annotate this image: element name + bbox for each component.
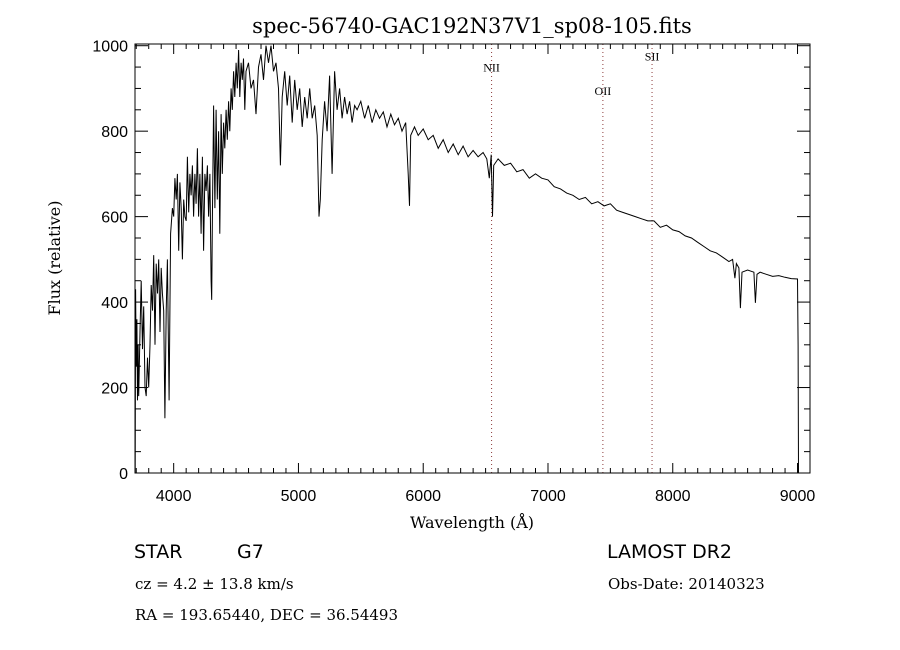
coords-text: RA = 193.65440, DEC = 36.54493 bbox=[135, 606, 398, 624]
x-tick-label: 4000 bbox=[156, 488, 192, 505]
subclass: G7 bbox=[237, 541, 264, 563]
obs-date-text: Obs-Date: 20140323 bbox=[608, 575, 765, 593]
chart-title: spec-56740-GAC192N37V1_sp08-105.fits bbox=[252, 14, 692, 38]
x-tick-label: 9000 bbox=[780, 488, 816, 505]
object-class: STAR bbox=[134, 541, 182, 563]
marker-label-sii: SII bbox=[645, 50, 660, 64]
y-tick-label: 800 bbox=[101, 124, 128, 141]
y-tick-label: 0 bbox=[119, 466, 128, 483]
line-markers: NII OII SII bbox=[483, 44, 659, 473]
x-tick-label: 8000 bbox=[655, 488, 691, 505]
y-tick-label: 400 bbox=[101, 295, 128, 312]
redshift-text: cz = 4.2 ± 13.8 km/s bbox=[135, 575, 294, 593]
plot-frame bbox=[134, 43, 811, 474]
marker-label-oii: OII bbox=[595, 84, 612, 98]
spectrum-line bbox=[134, 45, 799, 474]
survey-name: LAMOST DR2 bbox=[607, 541, 732, 563]
y-axis-label: Flux (relative) bbox=[45, 201, 64, 316]
x-tick-label: 6000 bbox=[405, 488, 441, 505]
x-tick-label: 7000 bbox=[530, 488, 566, 505]
marker-label-nii: NII bbox=[483, 60, 500, 74]
x-tick-label: 5000 bbox=[281, 488, 317, 505]
y-tick-label: 600 bbox=[101, 210, 128, 227]
y-tick-label: 1000 bbox=[92, 39, 128, 56]
x-axis-label: Wavelength (Å) bbox=[410, 512, 534, 532]
y-tick-label: 200 bbox=[101, 381, 128, 398]
axis-ticks: 4000 5000 6000 7000 8000 9000 0 200 400 600 800 100… bbox=[92, 39, 815, 505]
